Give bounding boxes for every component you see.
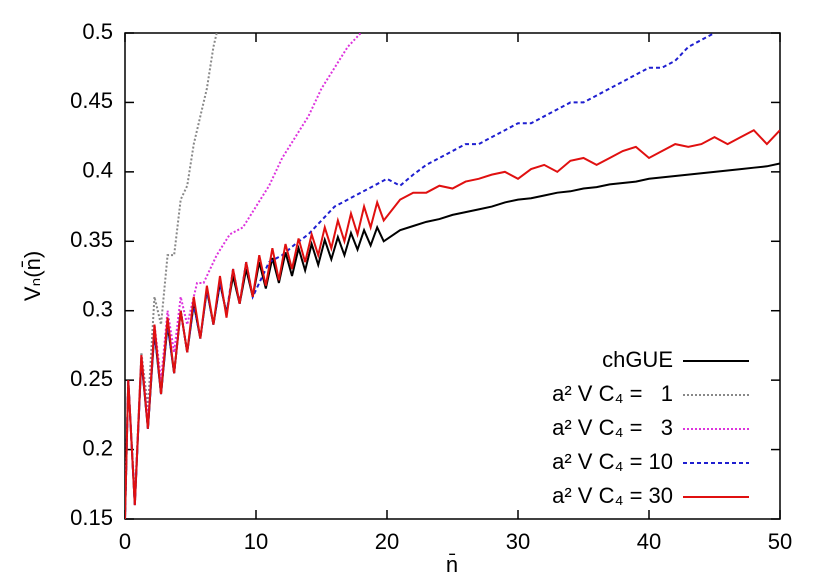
x-tick-label: 30 (506, 529, 530, 554)
series-line (125, 33, 362, 519)
y-tick-label: 0.5 (82, 19, 113, 44)
legend-label: a² V C₄ = 1 (552, 381, 673, 406)
y-tick-label: 0.4 (82, 158, 113, 183)
y-axis-label: Vₙ(n̄) (20, 251, 45, 301)
series-line (125, 128, 780, 519)
y-tick-label: 0.25 (70, 366, 113, 391)
x-axis-label: n̄ (446, 552, 458, 577)
y-tick-label: 0.45 (70, 88, 113, 113)
series-line (125, 33, 715, 519)
plot-frame (124, 32, 781, 520)
x-tick-label: 40 (637, 529, 661, 554)
x-tick-label: 50 (768, 529, 792, 554)
series-line (125, 33, 218, 519)
y-tick-label: 0.2 (82, 435, 113, 460)
x-tick-label: 10 (244, 529, 268, 554)
legend-label: chGUE (602, 347, 673, 372)
y-tick-label: 0.35 (70, 227, 113, 252)
x-tick-label: 20 (375, 529, 399, 554)
y-tick-label: 0.15 (70, 505, 113, 530)
legend-label: a² V C₄ = 30 (552, 483, 673, 508)
legend-label: a² V C₄ = 3 (552, 415, 673, 440)
y-tick-label: 0.3 (82, 297, 113, 322)
legend-label: a² V C₄ = 10 (552, 449, 673, 474)
series-line (125, 162, 780, 519)
x-tick-label: 0 (119, 529, 131, 554)
